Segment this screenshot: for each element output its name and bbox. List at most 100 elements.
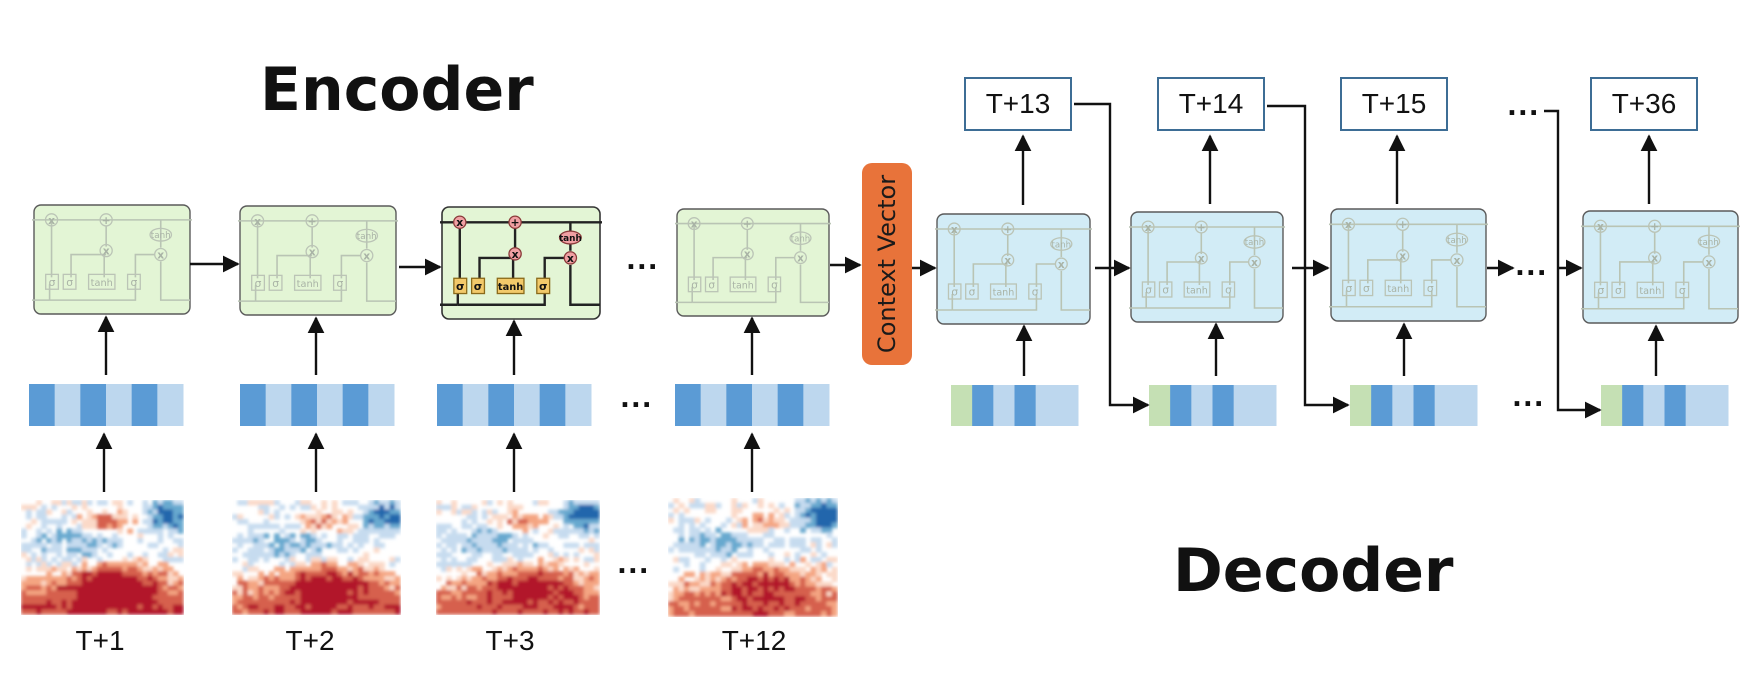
svg-text:x: x — [254, 215, 261, 228]
svg-text:+: + — [1650, 220, 1659, 233]
svg-text:tanh: tanh — [732, 280, 754, 291]
encoder-title: Encoder — [260, 55, 534, 125]
ellipsis-encoder-embeds: ... — [620, 384, 653, 414]
svg-text:+: + — [308, 215, 317, 228]
svg-text:x: x — [48, 214, 55, 227]
svg-text:σ: σ — [1427, 282, 1434, 295]
context-vector-box: Context Vector — [862, 163, 912, 365]
input-time-label-t1: T+1 — [75, 625, 125, 656]
svg-text:+: + — [511, 216, 520, 229]
svg-text:x: x — [1145, 222, 1152, 234]
svg-text:+: + — [102, 214, 111, 227]
input-time-label-t2: T+2 — [285, 625, 335, 656]
svg-text:σ: σ — [1615, 284, 1622, 297]
svg-text:x: x — [103, 244, 110, 257]
svg-text:tanh: tanh — [1186, 286, 1208, 297]
arrow-feedback-t13-to-t14 — [1074, 102, 1150, 414]
svg-text:σ: σ — [255, 277, 262, 290]
svg-text:tanh: tanh — [91, 278, 113, 289]
svg-text:σ: σ — [771, 279, 778, 291]
encoder-embedding-t1 — [29, 384, 184, 426]
ellipsis-inputs: ... — [617, 550, 650, 580]
svg-text:σ: σ — [131, 276, 138, 289]
ellipsis-encoder-cells: ... — [626, 246, 659, 276]
output-box-t14: T+14 — [1157, 77, 1265, 131]
decoder-embedding-t15 — [1350, 385, 1478, 426]
svg-text:σ: σ — [66, 276, 73, 289]
svg-text:σ: σ — [1032, 287, 1039, 299]
svg-text:x: x — [1198, 253, 1205, 265]
svg-text:x: x — [567, 252, 574, 265]
svg-text:x: x — [309, 245, 316, 258]
svg-text:tanh: tanh — [1639, 286, 1661, 297]
svg-text:x: x — [951, 224, 958, 236]
svg-text:tanh: tanh — [1699, 238, 1719, 248]
svg-text:x: x — [691, 218, 698, 230]
svg-text:σ: σ — [456, 280, 464, 293]
svg-text:x: x — [797, 252, 804, 264]
svg-text:σ: σ — [539, 280, 547, 293]
svg-text:tanh: tanh — [498, 282, 523, 293]
svg-text:σ: σ — [1598, 284, 1605, 297]
svg-text:σ: σ — [1363, 282, 1370, 295]
arrow-feedback-t14-to-t15 — [1267, 104, 1350, 414]
svg-text:x: x — [1597, 220, 1604, 233]
svg-text:tanh: tanh — [297, 279, 319, 290]
svg-text:tanh: tanh — [1052, 240, 1072, 250]
svg-text:x: x — [1706, 256, 1713, 269]
ellipsis-decoder-cells: ... — [1515, 252, 1548, 282]
svg-text:σ: σ — [708, 279, 715, 291]
output-box-t36: T+36 — [1590, 77, 1698, 131]
svg-text:x: x — [1004, 255, 1011, 267]
input-heatmap-t12 — [668, 498, 838, 617]
svg-text:tanh: tanh — [559, 234, 582, 244]
svg-text:x: x — [1345, 218, 1352, 231]
svg-text:x: x — [1251, 257, 1258, 269]
svg-text:σ: σ — [1162, 285, 1169, 297]
decoder-title: Decoder — [1173, 536, 1454, 606]
encoder-embedding-t3 — [437, 384, 592, 426]
arrows-group — [95, 102, 1665, 492]
svg-text:tanh: tanh — [993, 288, 1015, 299]
svg-text:σ: σ — [951, 287, 958, 299]
svg-text:σ: σ — [691, 279, 698, 291]
encoder-embedding-t12 — [675, 384, 830, 426]
svg-text:tanh: tanh — [1387, 284, 1409, 295]
svg-text:σ: σ — [49, 276, 56, 289]
svg-text:x: x — [1454, 254, 1461, 267]
svg-text:x: x — [456, 216, 463, 229]
svg-text:+: + — [1197, 222, 1206, 234]
svg-text:tanh: tanh — [151, 231, 171, 241]
svg-text:x: x — [1651, 252, 1658, 265]
svg-text:tanh: tanh — [357, 232, 377, 242]
svg-text:σ: σ — [1145, 285, 1152, 297]
svg-text:σ: σ — [1679, 284, 1686, 297]
ellipsis-decoder-embeds: ... — [1512, 383, 1545, 413]
ellipsis-outputs: ... — [1507, 92, 1540, 122]
output-box-t15: T+15 — [1340, 77, 1448, 131]
decoder-embedding-t13 — [951, 385, 1079, 426]
svg-text:tanh: tanh — [1447, 236, 1467, 246]
svg-text:x: x — [1399, 250, 1406, 263]
svg-text:x: x — [363, 249, 370, 262]
svg-text:σ: σ — [474, 280, 482, 293]
input-heatmap-t2 — [232, 500, 401, 615]
svg-text:x: x — [512, 248, 519, 261]
input-time-label-t3: T+3 — [485, 625, 535, 656]
input-heatmap-t3 — [436, 500, 600, 615]
svg-text:σ: σ — [1225, 285, 1232, 297]
svg-text:x: x — [744, 249, 751, 261]
input-heatmap-t1 — [21, 500, 184, 615]
svg-text:tanh: tanh — [1245, 238, 1264, 248]
svg-text:tanh: tanh — [791, 234, 810, 244]
decoder-embedding-t14 — [1149, 385, 1277, 426]
arrow-feedback-to-t36 — [1544, 109, 1602, 419]
